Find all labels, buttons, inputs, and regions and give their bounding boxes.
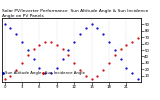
Text: Solar PV/Inverter Performance  Sun Altitude Angle & Sun Incidence Angle on PV Pa: Solar PV/Inverter Performance Sun Altitu… xyxy=(2,9,148,18)
Legend: Sun Altitude Angle, Sun Incidence Angle: Sun Altitude Angle, Sun Incidence Angle xyxy=(2,71,85,75)
